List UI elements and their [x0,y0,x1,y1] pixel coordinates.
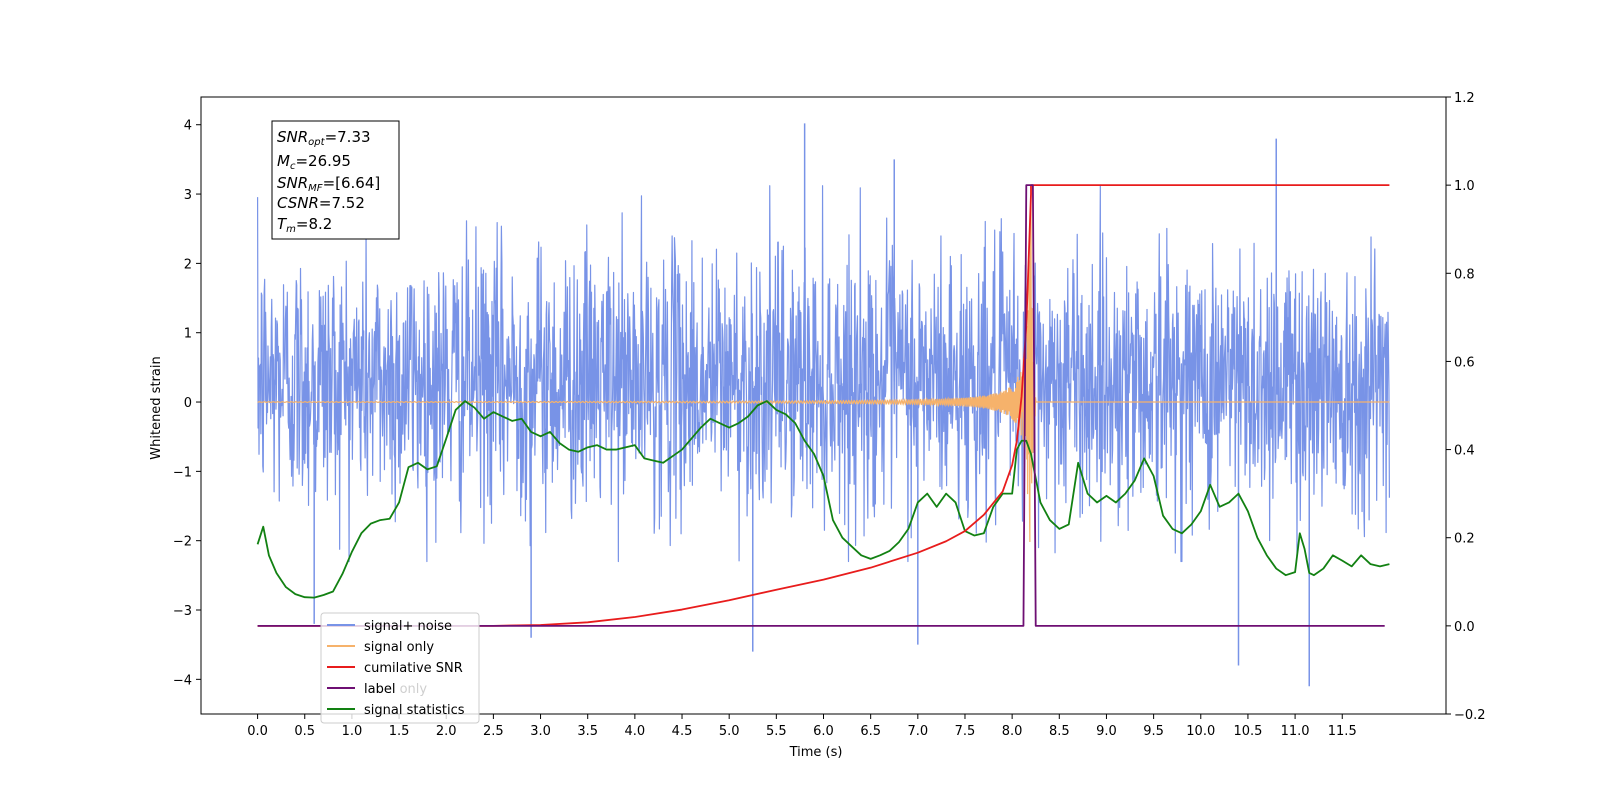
y-tick-label-right: −0.2 [1454,708,1486,723]
legend-frame [320,612,480,724]
annotation-value: =7.33 [325,128,371,146]
series-label [257,184,1385,627]
y-tick-label-left: 3 [184,188,192,203]
series-signal-only [257,200,1390,542]
annotation-base: SNR [277,174,308,192]
x-tick-label: 0.5 [294,724,315,739]
annotation-value: =8.2 [296,215,332,233]
y-tick-label-right: 0.0 [1454,620,1475,635]
legend-label-signal-noise: signal+ noise [364,619,452,634]
annotation-value: =7.52 [319,194,365,212]
y-tick-label-right: 1.0 [1454,179,1475,194]
annotation-sub: m [286,224,296,235]
annotation-line-snr-opt: SNRopt=7.33 [277,128,371,148]
y-tick-label-left: 4 [184,119,192,134]
annotation-line-tm: Tm=8.2 [277,215,332,235]
y-tick-label-right: 0.2 [1454,532,1475,547]
annotation-box: SNRopt=7.33 Mc=26.95 SNRMF=[6.64] CSNR=7… [271,120,400,240]
series-cumulative-snr [257,184,1390,627]
y-tick-label-left: 0 [184,396,192,411]
series-signal-statistics [256,400,1390,599]
x-tick-label: 7.5 [955,724,976,739]
y-tick-label-right: 0.8 [1454,267,1475,282]
annotation-line-csnr: CSNR=7.52 [277,194,365,212]
y-tick-label-right: 0.6 [1454,355,1475,370]
annotation-base: M [277,152,290,170]
annotation-base: SNR [277,128,308,146]
annotation-value: =26.95 [295,152,351,170]
x-tick-label: 11.0 [1281,724,1310,739]
y-tick-label-right: 1.2 [1454,91,1475,106]
x-tick-label: 9.5 [1143,724,1164,739]
x-tick-label: 7.0 [907,724,928,739]
annotation-sub: MF [308,183,323,194]
annotation-line-mc: Mc=26.95 [277,152,351,172]
x-tick-label: 5.0 [719,724,740,739]
annotation-base: T [277,215,288,233]
legend: signal+ noise signal only cumilative SNR… [320,612,480,724]
x-tick-label: 1.5 [389,724,410,739]
annotation-frame [271,120,400,240]
y-tick-label-left: −4 [173,673,192,688]
y-tick-label-left: 1 [184,327,192,342]
x-tick-label: 8.0 [1002,724,1023,739]
x-tick-label: 5.5 [766,724,787,739]
annotation-sub: c [290,161,296,172]
x-tick-label: 0.0 [247,724,268,739]
x-tick-label: 1.0 [342,724,363,739]
y-tick-label-left: −3 [173,604,192,619]
x-tick-label: 2.5 [483,724,504,739]
x-tick-label: 4.5 [672,724,693,739]
x-axis-title: Time (s) [789,745,843,760]
x-tick-label: 9.0 [1096,724,1117,739]
x-tick-label: 2.0 [436,724,457,739]
legend-label-cumulative-snr: cumilative SNR [364,661,463,676]
annotation-line-snr-mf: SNRMF=[6.64] [277,174,380,194]
annotation-value: =[6.64] [323,174,381,192]
x-tick-label: 3.5 [577,724,598,739]
legend-label-label: label [364,682,395,697]
x-tick-label: 10.0 [1186,724,1215,739]
x-tick-label: 6.5 [860,724,881,739]
annotation-sub: opt [308,137,325,148]
x-tick-label: 6.0 [813,724,834,739]
x-tick-label: 8.5 [1049,724,1070,739]
legend-label-signal-statistics: signal statistics [364,703,465,718]
x-tick-label: 11.5 [1328,724,1357,739]
y-tick-label-left: −1 [173,465,192,480]
y-tick-label-left: 2 [184,257,192,272]
y-tick-label-left: −2 [173,535,192,550]
annotation-base: CSNR [277,194,319,212]
legend-label-label-only: label only [364,682,427,697]
legend-label-signal-only: signal only [364,640,434,655]
x-tick-label: 4.0 [625,724,646,739]
axes: 0.0 0.5 1.0 1.5 2.0 2.5 3.0 3.5 4.0 4.5 5.0 5.5 6.0 6… [173,91,1486,739]
y-axis-title: Whitened strain [149,356,164,459]
y-tick-label-right: 0.4 [1454,444,1475,459]
x-tick-label: 3.0 [530,724,551,739]
x-tick-label: 10.5 [1233,724,1262,739]
plot-area [256,123,1391,687]
